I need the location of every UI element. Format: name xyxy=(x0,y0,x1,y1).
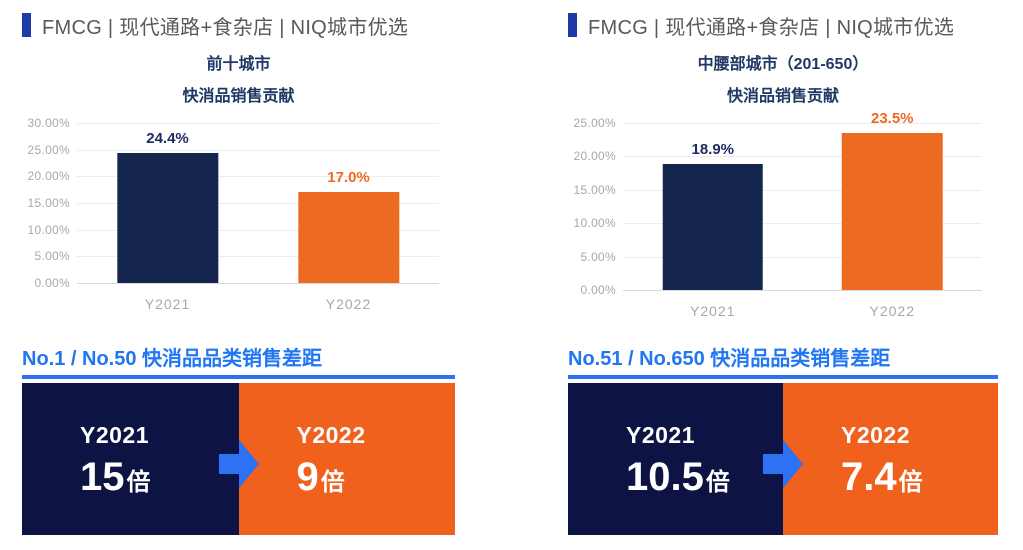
panel-header: FMCG | 现代通路+食杂店 | NIQ城市优选 xyxy=(22,12,455,39)
bar-slot: 17.0% xyxy=(258,123,439,283)
bar-Y2022 xyxy=(841,133,943,290)
banner-to-number: 9 xyxy=(296,454,319,499)
x-category-label: Y2021 xyxy=(144,296,191,312)
section-divider xyxy=(22,375,455,379)
y-tick-label: 0.00% xyxy=(34,276,70,290)
x-category-label: Y2022 xyxy=(869,303,915,319)
header-marker-icon xyxy=(568,13,577,37)
bar-slot: 18.9% xyxy=(623,123,803,290)
y-tick-label: 15.00% xyxy=(27,196,70,210)
gridline xyxy=(77,123,439,124)
bar-Y2021 xyxy=(116,152,219,283)
gridline xyxy=(77,229,439,231)
banner-to-number: 7.4 xyxy=(841,454,897,499)
section-divider xyxy=(568,375,998,379)
chart-title-line2: 快消品销售贡献 xyxy=(182,88,295,105)
banner-from-unit: 倍 xyxy=(705,468,730,496)
section-heading: No.51 / No.650 快消品品类销售差距 xyxy=(568,348,891,370)
plot-area: 18.9% 23.5% xyxy=(623,110,983,291)
bar-chart-top10: 30.00% 25.00% 20.00% 15.00% 10.00% 5.00% 0.00%… xyxy=(22,116,455,323)
bar-slot: 24.4% xyxy=(77,123,258,283)
gridline xyxy=(623,223,982,225)
header-title: FMCG | 现代通路+食杂店 | NIQ城市优选 xyxy=(588,16,955,39)
gridline xyxy=(77,176,439,178)
panel-top10-cities: FMCG | 现代通路+食杂店 | NIQ城市优选 前十城市 快消品销售贡献 3… xyxy=(22,12,455,535)
y-tick-label: 20.00% xyxy=(27,169,70,184)
y-tick-label: 15.00% xyxy=(573,182,616,197)
chart-title-line1: 中腰部城市（201-650） xyxy=(697,56,869,73)
y-tick-label: 30.00% xyxy=(27,116,70,130)
banner-from-number: 10.5 xyxy=(626,454,704,499)
gridline xyxy=(77,149,439,151)
y-tick-label: 5.00% xyxy=(580,249,616,264)
y-tick-label: 0.00% xyxy=(580,283,616,297)
bar-slot: 23.5% xyxy=(803,110,983,290)
gridline xyxy=(623,256,982,258)
banner-from-value: 10.5 倍 xyxy=(626,457,783,497)
bar-value-label: 23.5% xyxy=(870,110,914,128)
y-tick-label: 25.00% xyxy=(27,142,70,157)
banner-to-value: 7.4 倍 xyxy=(841,457,998,497)
y-axis: 25.00% 20.00% 15.00% 10.00% 5.00% 0.00% xyxy=(568,116,616,297)
y-tick-label: 10.00% xyxy=(573,216,616,231)
x-category-label: Y2022 xyxy=(325,296,372,312)
header-title: FMCG | 现代通路+食杂店 | NIQ城市优选 xyxy=(42,16,409,39)
bar-Y2022 xyxy=(297,192,400,283)
gridline xyxy=(623,189,982,191)
right-arrow-icon xyxy=(218,439,259,488)
plot-outer: 25.00% 20.00% 15.00% 10.00% 5.00% 0.00% 18.9%… xyxy=(574,110,983,297)
comparison-banner: Y2021 15 倍 Y2022 9 倍 xyxy=(22,383,455,535)
banner-from-number: 15 xyxy=(80,454,125,499)
x-category-label: Y2021 xyxy=(690,303,736,319)
bar-Y2021 xyxy=(662,163,764,290)
bar-slots: 24.4% 17.0% xyxy=(77,123,439,283)
banner-to-unit: 倍 xyxy=(320,468,345,496)
banner-from-year: Y2021 xyxy=(626,421,696,448)
y-axis: 30.00% 25.00% 20.00% 15.00% 10.00% 5.00% 0.00% xyxy=(22,116,70,290)
right-arrow-icon xyxy=(763,439,803,488)
chart-title: 中腰部城市（201-650） 快消品销售贡献 xyxy=(568,54,998,108)
y-tick-label: 5.00% xyxy=(34,249,70,264)
banner-to-year: Y2022 xyxy=(296,421,366,448)
banner-to-value: 9 倍 xyxy=(297,457,456,497)
banner-to-unit: 倍 xyxy=(898,468,923,496)
gridline xyxy=(77,203,439,204)
comparison-banner: Y2021 10.5 倍 Y2022 7.4 倍 xyxy=(568,383,998,535)
plot-area: 24.4% 17.0% xyxy=(77,123,439,284)
plot-outer: 30.00% 25.00% 20.00% 15.00% 10.00% 5.00% 0.00%… xyxy=(28,116,439,290)
y-tick-label: 20.00% xyxy=(573,149,616,164)
panel-mid-tier-cities: FMCG | 现代通路+食杂店 | NIQ城市优选 中腰部城市（201-650）… xyxy=(568,12,998,535)
gridline xyxy=(77,256,439,258)
bar-value-label: 24.4% xyxy=(146,129,189,147)
section-heading: No.1 / No.50 快消品品类销售差距 xyxy=(22,348,323,370)
banner-from-value: 15 倍 xyxy=(80,457,239,497)
bar-value-label: 18.9% xyxy=(691,140,735,158)
banner-from-block: Y2021 15 倍 xyxy=(22,383,239,535)
x-axis-labels: Y2021 Y2022 xyxy=(77,283,439,312)
gridline xyxy=(623,290,982,291)
chart-title-line1: 前十城市 xyxy=(206,56,271,73)
bar-chart-mid-tier: 25.00% 20.00% 15.00% 10.00% 5.00% 0.00% 18.9%… xyxy=(568,110,998,323)
bar-slots: 18.9% 23.5% xyxy=(623,110,983,290)
x-axis-labels: Y2021 Y2022 xyxy=(623,290,982,319)
gridline xyxy=(623,156,982,158)
infographic-root: FMCG | 现代通路+食杂店 | NIQ城市优选 前十城市 快消品销售贡献 3… xyxy=(22,12,998,535)
chart-title-line2: 快消品销售贡献 xyxy=(726,88,839,105)
y-tick-label: 25.00% xyxy=(573,116,616,130)
y-tick-label: 10.00% xyxy=(27,222,70,237)
banner-from-block: Y2021 10.5 倍 xyxy=(568,383,783,535)
gridline xyxy=(77,283,439,284)
banner-from-unit: 倍 xyxy=(126,468,151,496)
bar-value-label: 17.0% xyxy=(327,169,370,187)
gridline xyxy=(623,123,982,124)
chart-title: 前十城市 快消品销售贡献 xyxy=(22,54,455,108)
panel-header: FMCG | 现代通路+食杂店 | NIQ城市优选 xyxy=(568,12,998,39)
banner-to-year: Y2022 xyxy=(841,421,911,448)
banner-from-year: Y2021 xyxy=(80,421,150,448)
header-marker-icon xyxy=(22,13,31,37)
banner-to-block: Y2022 7.4 倍 xyxy=(783,383,998,535)
banner-to-block: Y2022 9 倍 xyxy=(238,383,456,535)
